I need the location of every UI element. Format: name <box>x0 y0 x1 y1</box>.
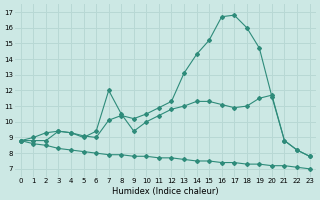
X-axis label: Humidex (Indice chaleur): Humidex (Indice chaleur) <box>112 187 219 196</box>
